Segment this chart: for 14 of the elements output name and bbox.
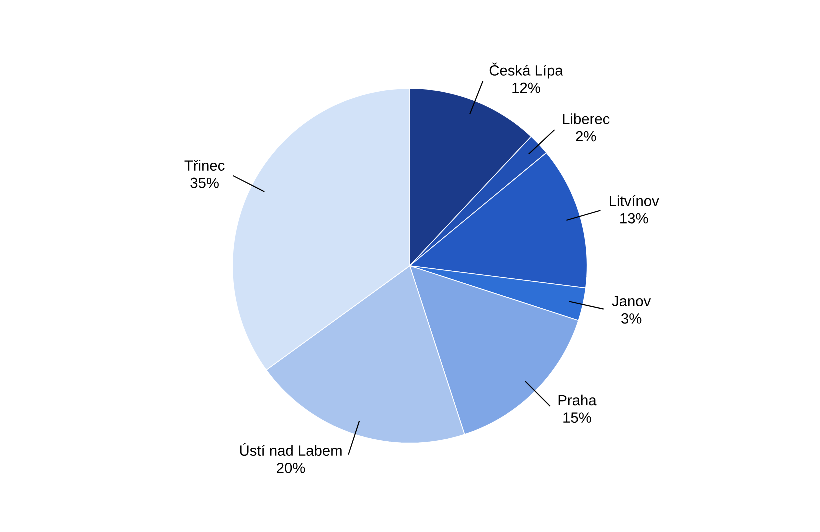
data-label: 20% [277, 462, 306, 474]
slice-label: Praha [558, 394, 597, 406]
slice-label: Janov [612, 296, 652, 307]
data-label: 12% [512, 82, 540, 94]
data-label: 13% [620, 213, 648, 224]
slice-label: Litvínov [610, 195, 660, 206]
data-label: 15% [564, 412, 592, 424]
slice-label: Třinec [184, 160, 225, 171]
slice-label: Liberec [563, 114, 610, 124]
slice-label: Česká Lípa [490, 62, 564, 79]
data-label: 3% [622, 314, 642, 324]
data-label: 35% [190, 178, 219, 188]
data-label: 2% [576, 131, 596, 142]
slice-label: Ústí nad Labem [240, 443, 342, 456]
